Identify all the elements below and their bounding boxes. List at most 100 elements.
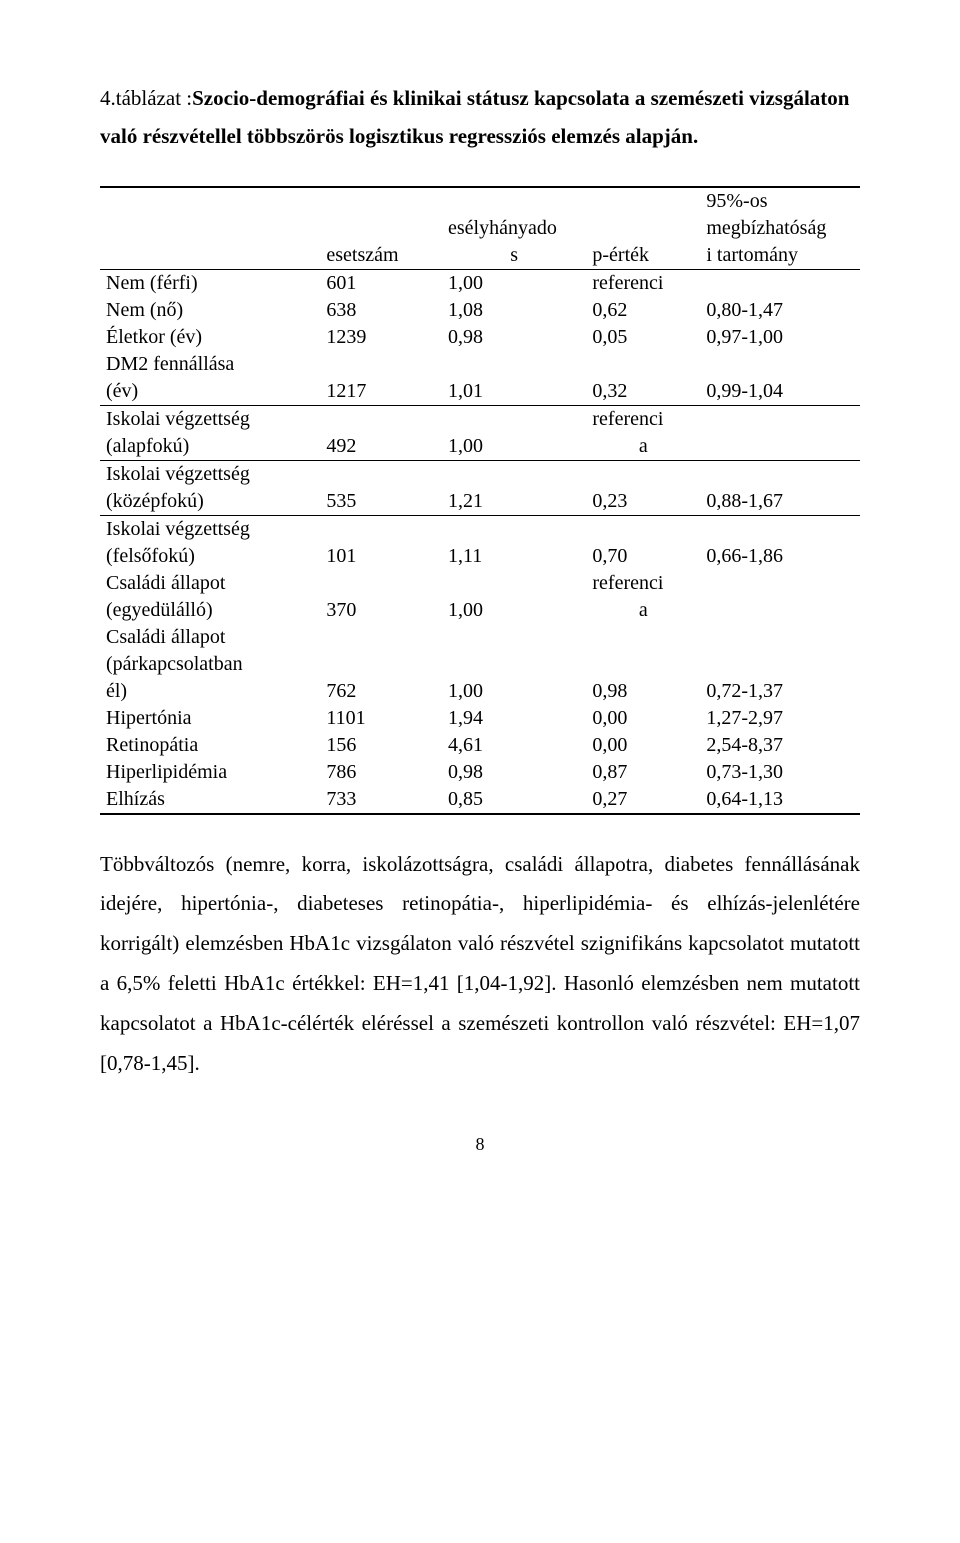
row-label: (év) — [100, 378, 320, 406]
row-or: 1,94 — [442, 705, 586, 732]
table-row: Nem (nő) 638 1,08 0,62 0,80-1,47 — [100, 297, 860, 324]
caption-prefix: 4.táblázat : — [100, 86, 192, 110]
table-row: Családi állapot referenci — [100, 570, 860, 597]
row-label: DM2 fennállása — [100, 351, 320, 378]
col-label — [100, 242, 320, 270]
row-n: 101 — [320, 543, 442, 570]
row-p: 0,05 — [586, 324, 700, 351]
page-number: 8 — [100, 1134, 860, 1155]
table-row: Iskolai végzettség — [100, 460, 860, 488]
row-label: (egyedülálló) — [100, 597, 320, 624]
row-ci: 1,27-2,97 — [700, 705, 860, 732]
row-or: 1,21 — [442, 488, 586, 516]
table-row: Iskolai végzettség referenci — [100, 405, 860, 433]
table-row: DM2 fennállása — [100, 351, 860, 378]
table-row: (felsőfokú) 101 1,11 0,70 0,66-1,86 — [100, 543, 860, 570]
row-or: 0,98 — [442, 324, 586, 351]
table-row: Családi állapot — [100, 624, 860, 651]
table-row: él) 762 1,00 0,98 0,72-1,37 — [100, 678, 860, 705]
row-n: 786 — [320, 759, 442, 786]
table-row: (párkapcsolatban — [100, 651, 860, 678]
row-label: Iskolai végzettség — [100, 515, 320, 543]
row-p: a — [586, 597, 700, 624]
row-label: Iskolai végzettség — [100, 460, 320, 488]
table-header-row: esélyhányado megbízhatóság — [100, 215, 860, 242]
row-n: 370 — [320, 597, 442, 624]
row-n: 1239 — [320, 324, 442, 351]
row-label: Családi állapot — [100, 570, 320, 597]
col-ci-line1: 95%-os — [700, 187, 860, 215]
row-label: (felsőfokú) — [100, 543, 320, 570]
paragraph-body: Többváltozós (nemre, korra, iskolázottsá… — [100, 845, 860, 1084]
row-label: Életkor (év) — [100, 324, 320, 351]
row-p: a — [586, 433, 700, 461]
row-label: (középfokú) — [100, 488, 320, 516]
row-label: Nem (férfi) — [100, 269, 320, 297]
row-label: (alapfokú) — [100, 433, 320, 461]
table-row: Retinopátia 156 4,61 0,00 2,54-8,37 — [100, 732, 860, 759]
col-or-line2: s — [442, 242, 586, 270]
col-p: p-érték — [586, 242, 700, 270]
table-row: (középfokú) 535 1,21 0,23 0,88-1,67 — [100, 488, 860, 516]
row-label: Elhízás — [100, 786, 320, 814]
row-or: 1,00 — [442, 269, 586, 297]
caption-bold-start: Szocio — [192, 86, 249, 110]
row-or: 4,61 — [442, 732, 586, 759]
row-n: 492 — [320, 433, 442, 461]
row-or: 1,00 — [442, 678, 586, 705]
table-row: Hiperlipidémia 786 0,98 0,87 0,73-1,30 — [100, 759, 860, 786]
row-ci — [700, 597, 860, 624]
row-p: 0,00 — [586, 732, 700, 759]
row-p: 0,27 — [586, 786, 700, 814]
row-ci: 0,64-1,13 — [700, 786, 860, 814]
row-p: 0,62 — [586, 297, 700, 324]
row-or: 1,11 — [442, 543, 586, 570]
col-n: esetszám — [320, 242, 442, 270]
row-p: 0,32 — [586, 378, 700, 406]
table-row: Elhízás 733 0,85 0,27 0,64-1,13 — [100, 786, 860, 814]
row-ci — [700, 269, 860, 297]
row-label: Nem (nő) — [100, 297, 320, 324]
row-ci: 0,80-1,47 — [700, 297, 860, 324]
table-row: Nem (férfi) 601 1,00 referenci — [100, 269, 860, 297]
row-label: Hiperlipidémia — [100, 759, 320, 786]
row-n: 762 — [320, 678, 442, 705]
row-or: 1,08 — [442, 297, 586, 324]
row-or: 0,98 — [442, 759, 586, 786]
row-ci: 0,66-1,86 — [700, 543, 860, 570]
row-p: 0,87 — [586, 759, 700, 786]
table-header-row: esetszám s p-érték i tartomány — [100, 242, 860, 270]
row-n: 156 — [320, 732, 442, 759]
table-row: Iskolai végzettség — [100, 515, 860, 543]
row-ci: 0,72-1,37 — [700, 678, 860, 705]
row-n: 733 — [320, 786, 442, 814]
row-ci: 2,54-8,37 — [700, 732, 860, 759]
row-p: 0,98 — [586, 678, 700, 705]
row-n: 601 — [320, 269, 442, 297]
row-n: 1101 — [320, 705, 442, 732]
row-p: referenci — [586, 570, 700, 597]
table-row: (alapfokú) 492 1,00 a — [100, 433, 860, 461]
table-row: (egyedülálló) 370 1,00 a — [100, 597, 860, 624]
row-n: 535 — [320, 488, 442, 516]
row-p: referenci — [586, 405, 700, 433]
row-ci: 0,99-1,04 — [700, 378, 860, 406]
row-label: Családi állapot — [100, 624, 320, 651]
row-label: Iskolai végzettség — [100, 405, 320, 433]
col-or-line1: esélyhányado — [442, 215, 586, 242]
row-or: 1,01 — [442, 378, 586, 406]
col-ci-line3: i tartomány — [700, 242, 860, 270]
row-p: referenci — [586, 269, 700, 297]
row-n: 1217 — [320, 378, 442, 406]
row-label: él) — [100, 678, 320, 705]
row-ci: 0,73-1,30 — [700, 759, 860, 786]
row-or: 1,00 — [442, 433, 586, 461]
row-ci — [700, 433, 860, 461]
row-ci: 0,97-1,00 — [700, 324, 860, 351]
row-p: 0,23 — [586, 488, 700, 516]
row-n: 638 — [320, 297, 442, 324]
row-label: Retinopátia — [100, 732, 320, 759]
row-or: 0,85 — [442, 786, 586, 814]
col-ci-line2: megbízhatóság — [700, 215, 860, 242]
page: 4.táblázat :Szocio-demográfiai és klinik… — [0, 0, 960, 1215]
